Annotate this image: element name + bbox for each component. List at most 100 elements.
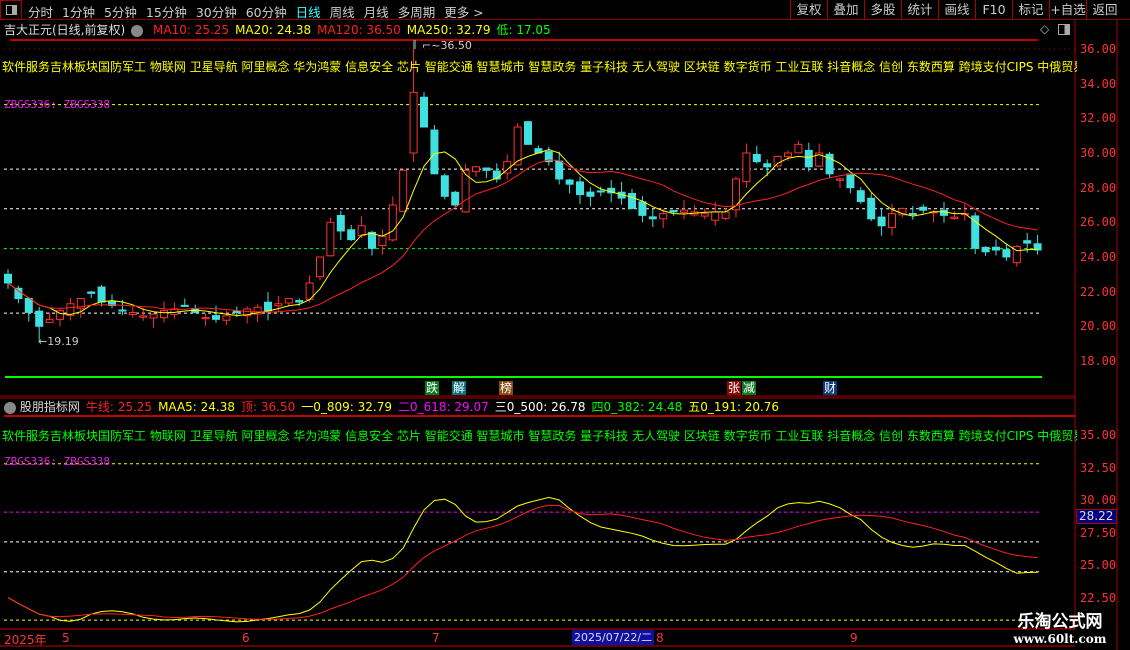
candle-body: [336, 214, 345, 232]
candle-body: [87, 291, 96, 294]
indicator-value: 五0_191: 20.76: [688, 400, 780, 414]
candle-body: [919, 206, 928, 211]
cursor-value-badge: 28.22: [1076, 509, 1117, 524]
sub-tick: 35.00: [1080, 428, 1117, 442]
candle-body: [513, 126, 522, 166]
period-tab[interactable]: 60分钟: [245, 5, 287, 20]
candle-body: [596, 190, 605, 193]
price-tick: 34.00: [1080, 76, 1117, 91]
candle-body: [544, 151, 553, 163]
candle-body: [66, 303, 75, 316]
event-marker[interactable]: 跌: [425, 381, 439, 395]
candle-body: [721, 211, 730, 219]
period-tab[interactable]: 30分钟: [195, 5, 237, 20]
candle-body: [565, 179, 574, 185]
date-tick: 9: [850, 631, 858, 645]
toolbar-button[interactable]: 叠加: [827, 0, 864, 20]
stock-title: 吉大正元(日线,前复权): [4, 23, 126, 37]
candle-body: [160, 310, 168, 319]
period-tab[interactable]: 1分钟: [62, 5, 95, 20]
period-tab[interactable]: 月线: [363, 5, 389, 20]
candle-body: [128, 311, 137, 315]
sub-tick: 30.00: [1080, 493, 1117, 507]
candle-body: [139, 315, 148, 318]
event-marker[interactable]: 财: [823, 381, 837, 395]
candle-body: [482, 167, 491, 171]
panel-layout-icon[interactable]: [1058, 24, 1070, 35]
sub-yellow-line: [7, 496, 1038, 623]
date-tick: 6: [242, 631, 250, 645]
candle-body: [773, 155, 782, 167]
period-tab[interactable]: 多周期: [397, 5, 436, 20]
low-price-value: 19.19: [47, 335, 79, 348]
candle-body: [368, 231, 376, 249]
candle-body: [222, 315, 231, 321]
toolbar-button[interactable]: 返回: [1086, 0, 1123, 20]
candle-body: [451, 191, 460, 206]
period-tab[interactable]: 分时: [28, 5, 54, 20]
indicator-value: 四0_382: 24.48: [591, 400, 683, 414]
period-tab[interactable]: 更多 >: [444, 5, 484, 20]
event-marker[interactable]: 减: [742, 381, 756, 395]
candle-body: [888, 213, 896, 228]
price-tick: 18.00: [1080, 354, 1117, 369]
main-indicator-bar: 吉大正元(日线,前复权) MA10: 25.25 MA20: 24.38 MA120…: [4, 21, 563, 38]
sub-red-line: [7, 504, 1038, 620]
period-tab[interactable]: 周线: [329, 5, 355, 20]
period-toolbar: 分时 1分钟 5分钟 15分钟 30分钟 60分钟 日线 周线 月线 多周期 更多 > 复权 叠加 多股…: [0, 0, 1130, 20]
event-marker[interactable]: 张: [727, 381, 741, 395]
candle-body: [253, 306, 262, 315]
candle-body: [388, 204, 397, 241]
cursor-date-badge: 2025/07/22/二: [572, 630, 655, 645]
candle-body: [409, 91, 418, 154]
candle-body: [856, 190, 865, 203]
ma-short-line: [7, 148, 1038, 317]
sub-tick: 32.50: [1080, 460, 1117, 475]
sub-sector-tags: 软件服务吉林板块国防军工 物联网 卫星导航 阿里概念 华为鸿蒙 信息安全 芯片 …: [2, 429, 1077, 443]
event-marker[interactable]: 榜: [499, 381, 513, 395]
candle-body: [14, 287, 23, 300]
candle-body: [659, 213, 668, 220]
toolbar-button[interactable]: 统计: [901, 0, 938, 20]
indicator-value: 顶: 36.50: [241, 400, 296, 414]
price-tick: 28.00: [1080, 180, 1117, 195]
toolbar-button[interactable]: +自选: [1049, 0, 1086, 20]
candle-body: [576, 181, 584, 196]
sub-tick: 27.50: [1080, 525, 1117, 540]
event-marker[interactable]: 解: [452, 381, 466, 395]
candle-body: [555, 160, 564, 180]
candle-body: [118, 309, 127, 312]
panel-toggle-icon[interactable]: [0, 0, 22, 20]
period-tab[interactable]: 5分钟: [103, 5, 137, 20]
toolbar-button[interactable]: 多股: [864, 0, 901, 20]
toolbar-button[interactable]: F10: [975, 0, 1012, 20]
period-tab[interactable]: 日线: [295, 5, 321, 20]
candle-body: [680, 209, 688, 213]
candle-body: [357, 225, 366, 237]
candle-body: [212, 315, 220, 320]
period-tab[interactable]: 15分钟: [145, 5, 187, 20]
price-tick: 24.00: [1080, 250, 1117, 265]
indicator-value: MA10: 25.25: [153, 23, 230, 37]
dropdown-icon[interactable]: [131, 24, 144, 37]
candle-body: [1012, 246, 1021, 264]
indicator-value: 低: 17.05: [496, 23, 551, 37]
price-tick: 32.00: [1080, 111, 1117, 126]
candle-body: [4, 273, 12, 284]
dropdown-icon[interactable]: [4, 401, 16, 414]
price-tick: 36.00: [1080, 42, 1117, 56]
toolbar-button[interactable]: 画线: [938, 0, 975, 20]
diamond-icon[interactable]: ◇: [1040, 22, 1050, 36]
period-tabs: 分时 1分钟 5分钟 15分钟 30分钟 60分钟 日线 周线 月线 多周期 更多 >: [28, 2, 484, 21]
candle-body: [97, 286, 106, 303]
toolbar-button[interactable]: 标记: [1012, 0, 1049, 20]
date-tick: 5: [62, 631, 70, 645]
indicator-value: MAA5: 24.38: [158, 400, 236, 414]
date-tick: 2025年: [4, 633, 47, 647]
candle-body: [378, 235, 387, 247]
ma-long-line: [7, 159, 1038, 313]
toolbar-button[interactable]: 复权: [790, 0, 827, 20]
candle-body: [420, 96, 428, 128]
date-tick: 7: [432, 631, 440, 645]
